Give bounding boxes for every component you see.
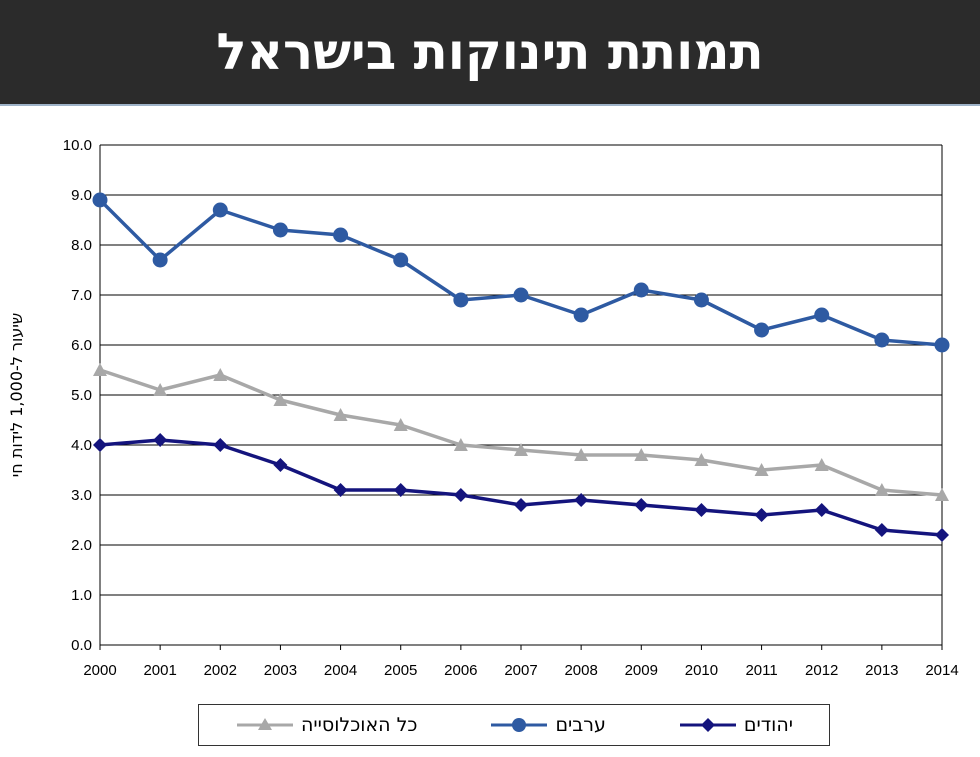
data-point-total [273,393,288,406]
x-tick-label: 2003 [264,662,297,679]
data-point-arabs [333,227,349,243]
y-tick-label: 9.0 [71,187,92,204]
legend-diamond-marker [679,718,736,732]
data-point-arabs [513,287,529,303]
data-point-jews [393,483,408,497]
x-tick-label: 2012 [805,662,838,679]
y-axis-label: שיעור ל-1,000 לידות חי [7,313,26,478]
data-point-jews [874,523,889,537]
line-chart: 0.0 1.0 2.0 3.0 4.0 5.0 6.0 7.0 8.0 9.0 10.0 2000 20… [7,137,959,679]
x-tick-label: 2000 [83,662,116,679]
data-point-arabs [212,202,228,218]
x-tick-label: 2008 [564,662,597,679]
data-point-arabs [693,292,709,308]
data-point-arabs [814,307,830,323]
data-point-total [634,448,649,461]
y-tick-label: 4.0 [71,437,92,454]
y-tick-label: 1.0 [71,587,92,604]
data-point-total [935,488,949,501]
y-tick-label: 8.0 [71,237,92,254]
data-point-total [453,438,468,451]
legend-triangle-marker [237,718,293,730]
data-point-arabs [573,307,589,323]
x-tick-label: 2005 [384,662,417,679]
x-tick-label: 2006 [444,662,477,679]
x-tick-label: 2013 [865,662,898,679]
data-point-jews [574,493,589,507]
legend-item-arabs: ערבים [489,714,606,736]
y-tick-label: 7.0 [71,287,92,304]
data-point-total [93,363,107,376]
legend-label-total: כל האוכלוסייה [301,714,418,736]
data-point-total [514,443,528,456]
y-tick-label: 5.0 [71,387,92,404]
data-point-arabs [633,282,649,298]
data-point-arabs [934,337,950,353]
x-tick-label: 2011 [745,662,777,679]
data-point-total [213,368,228,381]
data-point-arabs [92,192,108,208]
legend-circle-marker [491,718,548,732]
data-point-total [874,483,889,496]
x-tick-label: 2002 [204,662,237,679]
y-tick-label: 3.0 [71,487,92,504]
data-point-total [153,383,168,396]
y-tick-label: 0.0 [71,637,92,654]
data-point-arabs [393,252,409,268]
data-point-total [694,453,709,466]
data-point-total [574,448,589,461]
data-point-jews [333,483,348,497]
data-point-jews [694,503,709,517]
header-bar: תמותת תינוקות בישראל [0,0,980,104]
page-title: תמותת תינוקות בישראל [216,23,764,81]
data-point-jews [273,458,288,472]
data-point-jews [213,438,228,452]
x-tick-label: 2010 [685,662,718,679]
y-tick-label: 6.0 [71,337,92,354]
data-point-arabs [272,222,288,238]
x-tick-label: 2004 [324,662,357,679]
x-tick-label: 2001 [143,662,176,679]
data-point-jews [754,508,769,522]
x-tick-label: 2014 [925,662,958,679]
data-point-jews [935,528,949,542]
data-point-jews [514,498,528,512]
data-point-total [754,463,769,476]
legend-label-jews: יהודים [743,714,793,736]
data-point-jews [153,433,168,447]
legend-label-arabs: ערבים [555,714,606,736]
series-line-circle [98,198,943,347]
legend-item-total: כל האוכלוסייה [235,714,417,736]
data-point-jews [93,438,107,452]
legend-item-jews: יהודים [678,714,793,736]
data-point-jews [814,503,829,517]
data-point-arabs [874,332,890,348]
chart-legend: כל האוכלוסייה ערבים יהודים [198,704,830,746]
data-point-total [333,408,348,421]
data-point-total [393,418,408,431]
data-point-jews [634,498,649,512]
y-tick-label: 2.0 [71,537,92,554]
series-line-triangle [99,368,943,497]
data-point-jews [453,488,468,502]
x-tick-label: 2009 [625,662,658,679]
x-tick-label: 2007 [504,662,537,679]
data-point-arabs [754,322,770,338]
data-point-total [814,458,829,471]
header-divider [0,104,980,106]
y-tick-label: 10.0 [63,137,92,154]
data-point-arabs [453,292,469,308]
data-point-arabs [152,252,168,268]
